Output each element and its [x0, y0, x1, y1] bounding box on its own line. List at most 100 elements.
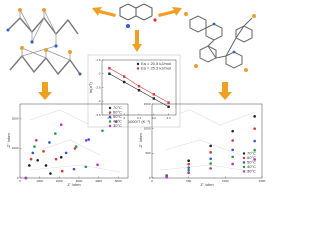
y-tick-label: 1500 [144, 102, 151, 106]
legend-marker [242, 152, 246, 155]
y-axis-label: ln(σT) [88, 81, 93, 92]
plot-frame [151, 103, 263, 179]
x-tick-label: 3 [123, 116, 125, 120]
point [54, 157, 58, 161]
legend-label: 30°C [247, 169, 256, 174]
y-tick-label: 1000 [12, 146, 19, 150]
legend-marker [108, 106, 112, 110]
point [209, 144, 212, 148]
legend-label: 30°C [113, 123, 122, 128]
point [87, 138, 91, 141]
y-tick-label: -2 [98, 72, 101, 76]
point [209, 151, 212, 154]
legend-marker [136, 62, 140, 66]
point [253, 115, 256, 118]
point [48, 141, 51, 144]
y-tick-label: 0 [17, 176, 19, 180]
point [187, 171, 190, 175]
point [187, 162, 190, 166]
legend-marker [242, 156, 246, 160]
point [84, 139, 88, 142]
point [60, 169, 64, 173]
point [59, 123, 63, 127]
point [209, 157, 212, 161]
point [31, 151, 35, 155]
point [187, 166, 190, 169]
y-tick-label: 500 [145, 151, 150, 155]
point [64, 151, 68, 155]
legend-marker [108, 111, 112, 114]
x-tick-label: 1000 [36, 179, 43, 183]
legend-label: 60°C [113, 110, 122, 115]
x-axis-label: 1000/T (K⁻¹) [128, 119, 151, 124]
x-axis-label: Z' /ohm [67, 182, 81, 187]
x-tick-label: 0 [151, 179, 153, 183]
point [59, 155, 63, 159]
legend-label: 50°C [113, 114, 122, 119]
legend-marker [108, 120, 112, 123]
point [231, 139, 234, 142]
y-tick-label: -3 [98, 99, 101, 103]
y-tick-label: -1.5 [95, 58, 101, 62]
plot-frame [19, 103, 129, 179]
point [114, 120, 118, 124]
point [44, 164, 48, 167]
point [84, 165, 88, 169]
point [253, 158, 256, 161]
point [253, 139, 256, 143]
legend-label: 40°C [113, 119, 122, 124]
legend-label: 50°C [247, 160, 256, 165]
point [187, 168, 190, 172]
x-tick-label: 5000 [115, 179, 122, 183]
legend-marker [108, 115, 112, 119]
point [36, 158, 39, 162]
series-line [109, 67, 169, 103]
point [74, 145, 78, 148]
x-tick-label: 0 [19, 179, 21, 183]
plot-frame [101, 59, 177, 116]
point [253, 148, 256, 152]
point [253, 127, 256, 130]
point [231, 148, 234, 152]
y-tick-label: -3.5 [95, 113, 101, 117]
point [108, 67, 111, 70]
point [33, 145, 36, 148]
x-tick-label: 3.1 [137, 116, 142, 120]
point [108, 72, 111, 75]
point [54, 132, 57, 135]
point [96, 163, 99, 166]
y-tick-label: -2.5 [95, 85, 101, 89]
x-tick-label: 1500 [259, 179, 266, 183]
y-tick-label: 1000 [144, 126, 151, 130]
x-tick-label: 3.2 [152, 116, 157, 120]
point [72, 167, 76, 171]
legend-label: Ea = 25.3 kJ/mol [141, 66, 171, 71]
x-axis-label: Z' /ohm [200, 182, 214, 187]
legend-label: 70°C [113, 105, 122, 110]
x-tick-label: 4000 [95, 179, 102, 183]
point [165, 175, 168, 179]
point [29, 157, 33, 161]
point [49, 172, 52, 175]
x-tick-label: 1000 [222, 179, 229, 183]
point [209, 162, 212, 165]
x-tick-label: 500 [186, 179, 191, 183]
legend-marker [242, 161, 246, 164]
legend-marker [108, 124, 112, 128]
legend-marker [136, 67, 140, 70]
point [24, 176, 28, 180]
point [231, 162, 234, 166]
legend-label: Ea = 20.5 kJ/mol [141, 61, 171, 66]
y-tick-label: 2000 [12, 117, 19, 121]
y-axis-label: -Z'' /ohm [6, 133, 11, 149]
series-line [109, 73, 169, 108]
point [187, 159, 190, 163]
legend-label: 60°C [247, 155, 256, 160]
y-axis-label: -Z'' /ohm [138, 133, 143, 149]
point [209, 167, 212, 170]
x-tick-label: 3.3 [167, 116, 172, 120]
point [42, 150, 45, 153]
y-tick-label: 0 [149, 176, 151, 180]
x-tick-label: 2000 [56, 179, 63, 183]
